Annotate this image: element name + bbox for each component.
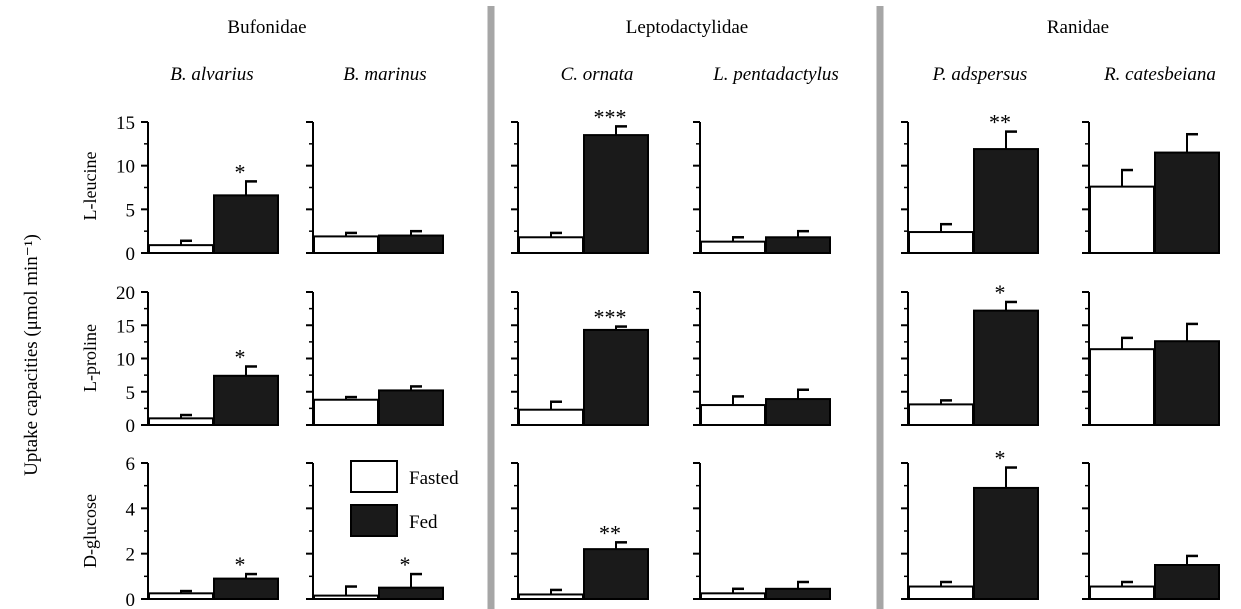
bar-fed [765, 398, 831, 427]
species-title: L. pentadactylus [712, 64, 839, 85]
bar-fed [583, 548, 649, 601]
bar-fasted [700, 592, 766, 600]
bar-fed [765, 587, 831, 600]
bar-fasted [908, 585, 974, 600]
row-label-proline: L-proline [80, 324, 100, 392]
significance-marker: * [995, 280, 1006, 305]
bar-fed [213, 374, 279, 427]
y-tick-label: 6 [126, 454, 136, 475]
bar-fasted [313, 235, 379, 254]
bar-fasted [1089, 185, 1155, 254]
bar-fed [213, 577, 279, 600]
significance-marker: * [235, 552, 246, 577]
significance-marker: * [235, 159, 246, 184]
legend-label-fed: Fed [409, 512, 438, 533]
bar-fed [583, 328, 649, 426]
species-title: B. alvarius [170, 64, 253, 85]
family-title-bufonidae: Bufonidae [227, 17, 306, 38]
species-title: P. adspersus [932, 64, 1028, 85]
bar-fed [973, 309, 1039, 426]
bar-fasted [148, 417, 214, 427]
y-tick-label: 5 [126, 383, 136, 404]
bar-fed [378, 234, 444, 255]
y-tick-label: 5 [126, 200, 136, 221]
bar-fed [378, 586, 444, 601]
species-title: R. catesbeiana [1103, 64, 1216, 85]
significance-marker: ** [599, 520, 621, 545]
bar-fed [1154, 151, 1220, 254]
family-title-ranidae: Ranidae [1047, 17, 1109, 38]
row-label-glucose: D-glucose [80, 494, 100, 568]
bar-fasted [313, 594, 379, 600]
significance-marker: *** [594, 104, 627, 129]
species-title: B. marinus [343, 64, 426, 85]
significance-marker: *** [594, 305, 627, 330]
bar-fasted [148, 592, 214, 600]
bar-fasted [908, 231, 974, 254]
bar-fed [583, 134, 649, 255]
bar-fed [213, 194, 279, 254]
legend-swatch-fasted [350, 460, 398, 493]
significance-marker: * [400, 552, 411, 577]
bar-fed [973, 486, 1039, 600]
significance-marker: ** [989, 110, 1011, 135]
bar-fed [1154, 340, 1220, 426]
bar-fasted [148, 244, 214, 254]
y-tick-label: 10 [116, 350, 135, 371]
row-label-leucine: L-leucine [80, 152, 100, 221]
y-tick-label: 10 [116, 157, 135, 178]
bar-fasted [700, 404, 766, 426]
legend-swatch-fed [350, 504, 398, 537]
bar-fasted [908, 403, 974, 427]
bar-fed [973, 148, 1039, 254]
bar-fasted [700, 240, 766, 255]
y-tick-label: 2 [126, 545, 136, 566]
y-tick-label: 4 [126, 499, 136, 520]
bar-fed [378, 389, 444, 427]
bar-fed [765, 236, 831, 254]
bar-fasted [518, 408, 584, 426]
y-tick-label: 0 [126, 416, 136, 437]
bar-fasted [1089, 348, 1155, 426]
y-tick-label: 0 [126, 244, 136, 265]
y-tick-label: 0 [126, 590, 136, 609]
y-axis-label: Uptake capacities (μmol min⁻¹) [21, 234, 42, 476]
legend-label-fasted: Fasted [409, 468, 459, 489]
significance-marker: * [235, 344, 246, 369]
y-tick-label: 20 [116, 283, 135, 304]
bar-fed [1154, 564, 1220, 600]
significance-marker: * [995, 446, 1006, 471]
y-tick-label: 15 [116, 316, 135, 337]
bar-fasted [518, 593, 584, 601]
bar-fasted [313, 398, 379, 427]
bar-fasted [1089, 585, 1155, 600]
species-title: C. ornata [561, 64, 634, 85]
bar-fasted [518, 236, 584, 254]
y-tick-label: 15 [116, 113, 135, 134]
family-title-leptodactylidae: Leptodactylidae [626, 17, 748, 38]
